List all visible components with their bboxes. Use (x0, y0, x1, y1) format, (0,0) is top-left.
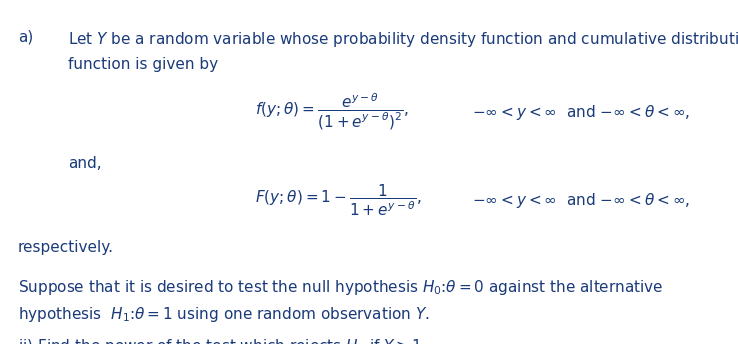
Text: $F(y;\theta) = 1 - \dfrac{1}{1+e^{y-\theta}},$: $F(y;\theta) = 1 - \dfrac{1}{1+e^{y-\the… (255, 182, 421, 218)
Text: and,: and, (68, 156, 102, 171)
Text: ii) Find the power of the test which rejects $H_0$ if $Y > 1$.: ii) Find the power of the test which rej… (18, 337, 427, 344)
Text: Suppose that it is desired to test the null hypothesis $H_0\text{:}\theta = 0$ a: Suppose that it is desired to test the n… (18, 278, 663, 297)
Text: a): a) (18, 30, 33, 45)
Text: $-\infty < y < \infty$  and $-\infty < \theta < \infty,$: $-\infty < y < \infty$ and $-\infty < \t… (472, 103, 690, 121)
Text: hypothesis  $H_1\text{:}\theta = 1$ using one random observation $Y$.: hypothesis $H_1\text{:}\theta = 1$ using… (18, 305, 430, 324)
Text: $f(y;\theta) = \dfrac{e^{y-\theta}}{(1+e^{y-\theta})^2},$: $f(y;\theta) = \dfrac{e^{y-\theta}}{(1+e… (255, 92, 409, 132)
Text: function is given by: function is given by (68, 57, 218, 72)
Text: $-\infty < y < \infty$  and $-\infty < \theta < \infty,$: $-\infty < y < \infty$ and $-\infty < \t… (472, 191, 690, 209)
Text: Let $Y$ be a random variable whose probability density function and cumulative d: Let $Y$ be a random variable whose proba… (68, 30, 738, 49)
Text: respectively.: respectively. (18, 240, 114, 255)
